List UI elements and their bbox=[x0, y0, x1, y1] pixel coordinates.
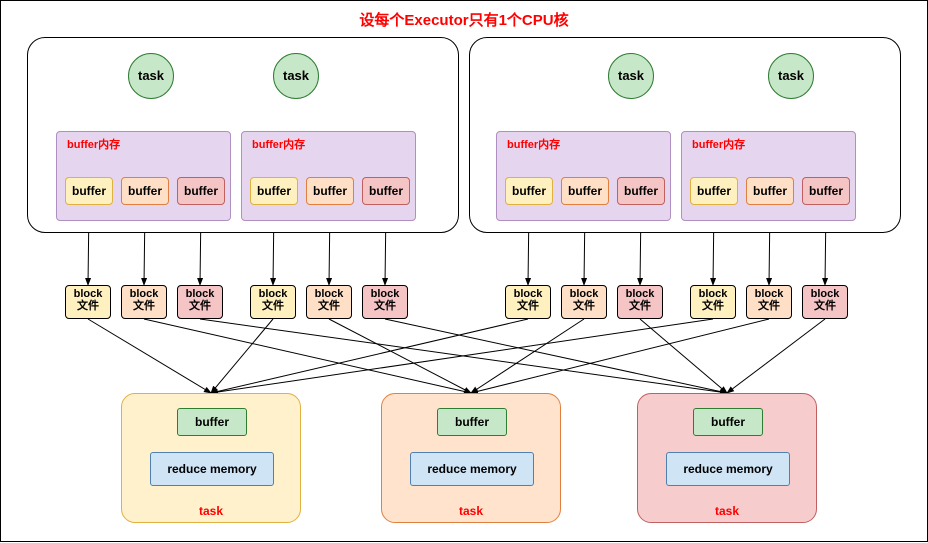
buffer-box: buffer bbox=[746, 177, 794, 205]
buffer-box: buffer bbox=[121, 177, 169, 205]
reduce-task-container: buffer reduce memory task bbox=[121, 393, 301, 523]
buffer-panel-label: buffer内存 bbox=[67, 136, 120, 152]
reduce-buffer-box: buffer bbox=[693, 408, 763, 436]
buffer-memory-panel: buffer内存 bbox=[496, 131, 671, 221]
map-task-node: task bbox=[608, 53, 654, 99]
block-file-box: block文件 bbox=[177, 285, 223, 319]
map-task-node: task bbox=[768, 53, 814, 99]
buffer-box: buffer bbox=[690, 177, 738, 205]
buffer-box: buffer bbox=[250, 177, 298, 205]
buffer-box: buffer bbox=[306, 177, 354, 205]
buffer-box: buffer bbox=[362, 177, 410, 205]
buffer-box: buffer bbox=[802, 177, 850, 205]
reduce-buffer-box: buffer bbox=[437, 408, 507, 436]
reduce-task-container: buffer reduce memory task bbox=[637, 393, 817, 523]
diagram-title: 设每个Executor只有1个CPU核 bbox=[1, 9, 927, 30]
block-file-box: block文件 bbox=[250, 285, 296, 319]
map-task-node: task bbox=[128, 53, 174, 99]
block-file-box: block文件 bbox=[802, 285, 848, 319]
buffer-panel-label: buffer内存 bbox=[692, 136, 745, 152]
block-file-box: block文件 bbox=[362, 285, 408, 319]
buffer-panel-label: buffer内存 bbox=[252, 136, 305, 152]
buffer-memory-panel: buffer内存 bbox=[681, 131, 856, 221]
block-file-box: block文件 bbox=[65, 285, 111, 319]
reduce-buffer-box: buffer bbox=[177, 408, 247, 436]
buffer-box: buffer bbox=[617, 177, 665, 205]
buffer-box: buffer bbox=[561, 177, 609, 205]
block-file-box: block文件 bbox=[690, 285, 736, 319]
reduce-task-container: buffer reduce memory task bbox=[381, 393, 561, 523]
reduce-task-label: task bbox=[638, 504, 816, 518]
map-task-node: task bbox=[273, 53, 319, 99]
block-file-box: block文件 bbox=[121, 285, 167, 319]
block-file-box: block文件 bbox=[746, 285, 792, 319]
block-file-box: block文件 bbox=[306, 285, 352, 319]
reduce-memory-box: reduce memory bbox=[410, 452, 534, 486]
buffer-box: buffer bbox=[65, 177, 113, 205]
reduce-task-label: task bbox=[122, 504, 300, 518]
block-file-box: block文件 bbox=[505, 285, 551, 319]
reduce-memory-box: reduce memory bbox=[150, 452, 274, 486]
buffer-box: buffer bbox=[505, 177, 553, 205]
reduce-task-label: task bbox=[382, 504, 560, 518]
block-file-box: block文件 bbox=[617, 285, 663, 319]
buffer-panel-label: buffer内存 bbox=[507, 136, 560, 152]
block-file-box: block文件 bbox=[561, 285, 607, 319]
buffer-memory-panel: buffer内存 bbox=[56, 131, 231, 221]
buffer-memory-panel: buffer内存 bbox=[241, 131, 416, 221]
buffer-box: buffer bbox=[177, 177, 225, 205]
reduce-memory-box: reduce memory bbox=[666, 452, 790, 486]
